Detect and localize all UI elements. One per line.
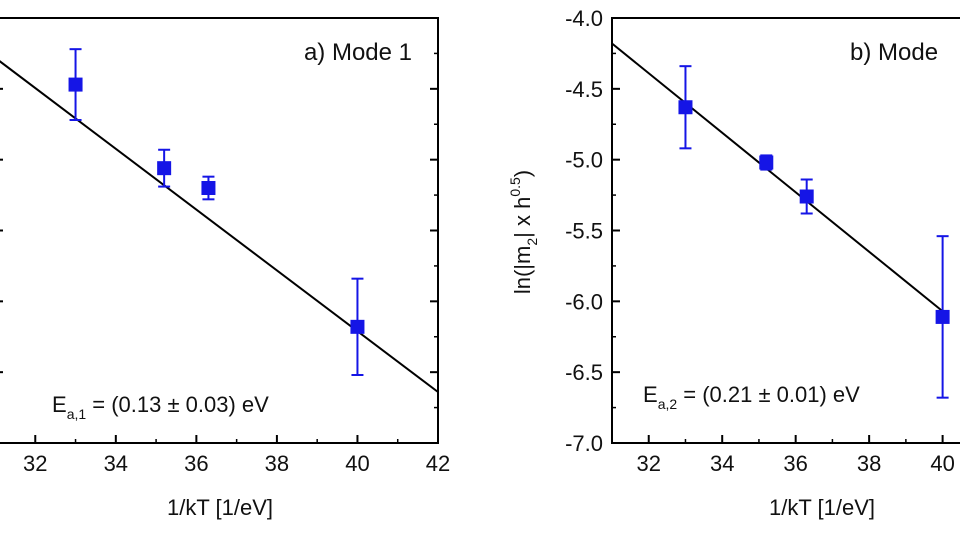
panel-a-data-point — [201, 181, 216, 195]
panel-a-fit-line — [0, 60, 439, 393]
panel-b-x-tick-label: 34 — [710, 451, 734, 476]
panel-a-x-tick-label: 36 — [184, 451, 208, 476]
panel-a-ticks: 3234363840420505050 — [0, 17, 450, 476]
panel-a-points — [68, 48, 365, 376]
panel-b-fit-line — [611, 42, 944, 313]
panel-b-y-axis-title: ln(|m2| x h0.5) — [507, 170, 540, 294]
panel-b-y-tick-label: -7.0 — [565, 431, 603, 456]
panel-a-data-point — [350, 319, 365, 334]
panel-a-x-tick-label: 34 — [104, 451, 128, 476]
panel-b-y-tick-label: -4.0 — [565, 6, 603, 31]
panel-b-y-tick-label: -5.5 — [565, 219, 603, 244]
panel-b-y-tick-label: -4.5 — [565, 77, 603, 102]
panel-b-ticks: 32 34 36 38 40 -4.0 -4.5 -5.0 -5.5 -6.0 -6.5 -7.0 — [565, 6, 955, 476]
panel-b-data-point — [759, 155, 774, 170]
panel-b-points — [678, 65, 950, 399]
panel-b-data-point — [935, 309, 950, 324]
panel-b-fit-line-group — [611, 42, 944, 313]
panel-a-activation-energy: Ea,1 = (0.13 ± 0.03) eV — [52, 392, 269, 422]
panel-b-x-tick-label: 32 — [636, 451, 660, 476]
panel-b-y-tick-label: -6.0 — [565, 289, 603, 314]
panel-a-x-tick-label: 32 — [23, 451, 47, 476]
panel-b-y-tick-label: -5.0 — [565, 148, 603, 173]
panel-b-x-tick-label: 36 — [783, 451, 807, 476]
panel-b-x-tick-label: 38 — [857, 451, 881, 476]
panel-a-x-axis-title: 1/kT [1/eV] — [167, 495, 273, 520]
panel-b: 32 34 36 38 40 -4.0 -4.5 -5.0 -5.5 -6.0 -6.5 -7.0 b… — [507, 6, 960, 520]
panel-a-title: a) Mode 1 — [304, 39, 412, 66]
panel-b-activation-energy: Ea,2 = (0.21 ± 0.01) eV — [643, 382, 860, 412]
panel-b-x-tick-label: 40 — [930, 451, 954, 476]
panel-b-title: b) Mode — [850, 39, 938, 66]
panel-b-data-point — [678, 100, 693, 115]
panel-b-x-axis-title: 1/kT [1/eV] — [769, 495, 875, 520]
panel-a-x-tick-label: 40 — [345, 451, 369, 476]
panel-a-data-point — [157, 161, 172, 176]
panel-a-fit-line-group — [0, 60, 439, 393]
panel-a-plot-frame — [0, 17, 439, 444]
panel-a: 3234363840420505050 a) Mode 1 Ea,1 = (0.… — [0, 17, 450, 520]
panel-a-x-tick-label: 42 — [426, 451, 450, 476]
panel-b-data-point — [799, 189, 814, 204]
panel-b-plot-frame — [611, 17, 960, 444]
panel-b-y-tick-label: -6.5 — [565, 360, 603, 385]
panel-a-x-tick-label: 38 — [265, 451, 289, 476]
panel-a-data-point — [68, 77, 83, 92]
